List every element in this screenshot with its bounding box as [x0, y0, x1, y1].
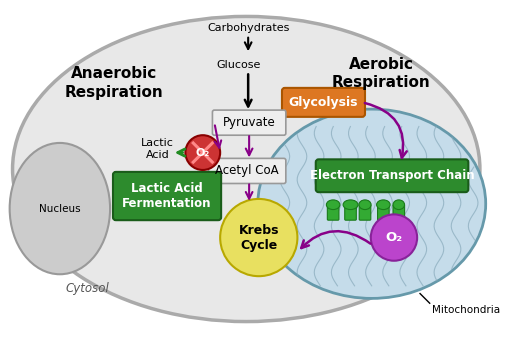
Ellipse shape: [377, 200, 390, 210]
Text: Lactic
Acid: Lactic Acid: [141, 138, 174, 160]
Circle shape: [185, 135, 220, 170]
FancyBboxPatch shape: [378, 205, 389, 220]
Ellipse shape: [393, 200, 405, 210]
FancyBboxPatch shape: [213, 110, 286, 135]
Text: Cytosol: Cytosol: [65, 282, 109, 295]
FancyBboxPatch shape: [113, 172, 221, 220]
Text: Anaerobic
Respiration: Anaerobic Respiration: [64, 66, 164, 100]
FancyBboxPatch shape: [282, 88, 365, 117]
Ellipse shape: [10, 143, 110, 274]
Text: Mitochondria: Mitochondria: [432, 305, 500, 315]
Ellipse shape: [258, 109, 486, 298]
FancyBboxPatch shape: [359, 205, 371, 220]
FancyBboxPatch shape: [208, 159, 286, 184]
FancyBboxPatch shape: [393, 205, 405, 220]
Text: Pyruvate: Pyruvate: [223, 116, 275, 129]
Circle shape: [220, 199, 297, 276]
FancyBboxPatch shape: [328, 205, 339, 220]
Text: Aerobic
Respiration: Aerobic Respiration: [332, 56, 431, 90]
Text: O₂: O₂: [196, 148, 210, 158]
Text: Acetyl CoA: Acetyl CoA: [216, 164, 279, 177]
Ellipse shape: [343, 200, 358, 210]
Ellipse shape: [327, 200, 340, 210]
FancyBboxPatch shape: [345, 205, 356, 220]
Text: Glycolysis: Glycolysis: [289, 96, 358, 109]
Text: Carbohydrates: Carbohydrates: [207, 23, 289, 33]
Ellipse shape: [13, 17, 480, 321]
Text: Krebs
Cycle: Krebs Cycle: [239, 223, 279, 251]
Text: Electron Transport Chain: Electron Transport Chain: [310, 169, 474, 182]
Text: O₂: O₂: [385, 231, 403, 244]
FancyBboxPatch shape: [316, 159, 468, 192]
Text: Nucleus: Nucleus: [39, 203, 81, 214]
Text: Glucose: Glucose: [216, 60, 261, 70]
Ellipse shape: [359, 200, 371, 210]
Circle shape: [371, 214, 417, 261]
Text: Lactic Acid
Fermentation: Lactic Acid Fermentation: [122, 182, 212, 210]
